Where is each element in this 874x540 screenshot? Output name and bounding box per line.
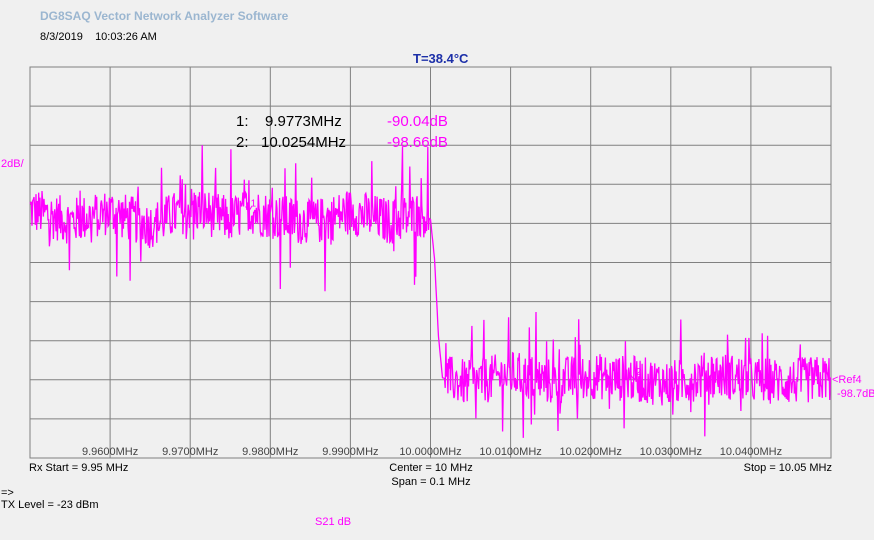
marker-2-index: 2: xyxy=(236,134,249,151)
x-tick-label: 10.0000MHz xyxy=(399,446,461,458)
x-tick-label: 9.9700MHz xyxy=(162,446,218,458)
ref-label: <Ref4 xyxy=(832,374,862,386)
x-tick-label: 10.0200MHz xyxy=(560,446,622,458)
trace-name-label: S21 dB xyxy=(315,516,351,528)
marker-readout-2: 2: 10.0254MHz -98.66dB xyxy=(236,134,448,151)
scale-label: 2dB/ xyxy=(1,158,25,170)
marker-points: 12 xyxy=(245,198,642,381)
x-tick-label: 10.0100MHz xyxy=(479,446,541,458)
span-label: Span = 0.1 MHz xyxy=(391,476,470,488)
marker-point xyxy=(245,206,253,213)
center-label: Center = 10 MHz xyxy=(389,462,472,474)
marker-point-label: 1 xyxy=(251,198,257,209)
s21-trace-line xyxy=(29,145,832,438)
x-tick-labels: 9.9600MHz 9.9700MHz 9.9800MHz 9.9900MHz 10.0… xyxy=(82,446,782,458)
stop-label: Stop = 10.05 MHz xyxy=(744,462,832,474)
marker-1-value: -90.04dB xyxy=(387,113,448,130)
x-tick-label: 9.9900MHz xyxy=(322,446,378,458)
marker-2-frequency: 10.0254MHz xyxy=(261,134,346,151)
app-title: DG8SAQ Vector Network Analyzer Software xyxy=(40,9,289,23)
marker-point-label: 2 xyxy=(636,367,642,378)
x-tick-label: 10.0400MHz xyxy=(720,446,782,458)
tx-level-label: TX Level = -23 dBm xyxy=(1,499,99,511)
x-tick-label: 10.0300MHz xyxy=(640,446,702,458)
time-text: 10:03:26 AM xyxy=(95,31,157,43)
x-tick-label: 9.9600MHz xyxy=(82,446,138,458)
date-text: 8/3/2019 xyxy=(40,31,83,43)
datetime: 8/3/2019 10:03:26 AM xyxy=(40,31,157,43)
temperature-readout: T=38.4°C xyxy=(413,51,469,66)
marker-readout-1: 1: 9.9773MHz -90.04dB xyxy=(236,113,448,130)
x-tick-label: 9.9800MHz xyxy=(242,446,298,458)
arrow-prompt: => xyxy=(1,487,14,499)
marker-2-value: -98.66dB xyxy=(387,134,448,151)
marker-1-frequency: 9.9773MHz xyxy=(265,113,342,130)
ref-value: -98.7dB xyxy=(837,388,874,400)
trace-group xyxy=(29,145,832,438)
rx-start-label: Rx Start = 9.95 MHz xyxy=(29,462,128,474)
marker-point xyxy=(630,374,638,381)
marker-1-index: 1: xyxy=(236,113,249,130)
